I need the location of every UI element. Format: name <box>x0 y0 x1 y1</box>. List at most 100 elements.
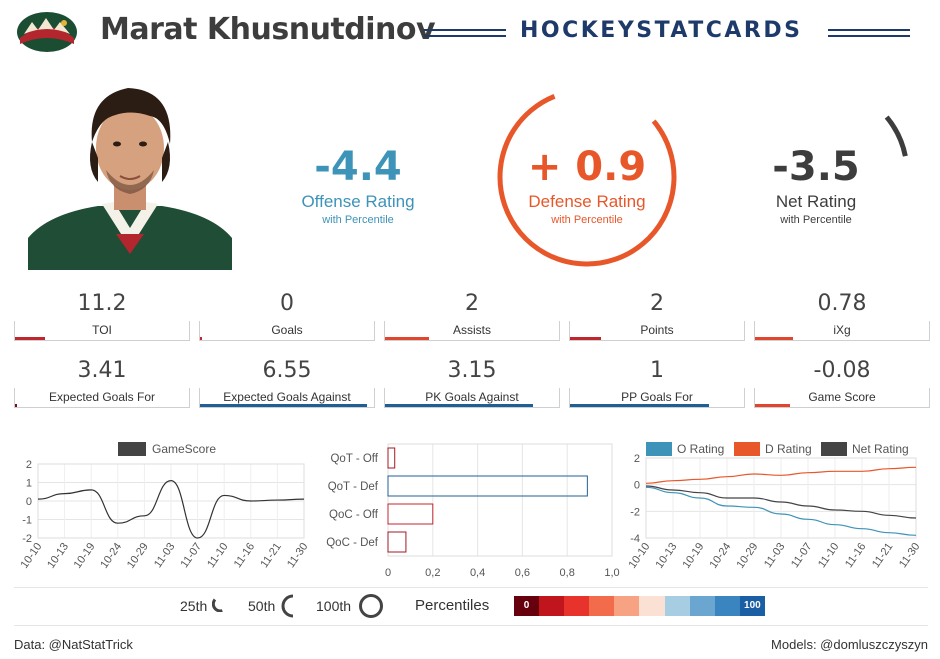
stat-card-ixg: 0.78 iXg <box>754 291 930 341</box>
y-tick-label: 0 <box>26 496 32 508</box>
bar <box>387 503 434 525</box>
ring-legend-50: 50th <box>248 598 276 614</box>
percentiles-title: Percentiles <box>415 597 490 614</box>
stat-label: Points <box>640 323 674 337</box>
legend-label: D Rating <box>765 442 812 456</box>
divider <box>14 587 928 588</box>
scale-swatch <box>664 596 690 616</box>
bar <box>387 475 588 497</box>
header-rule-right <box>828 35 910 37</box>
stat-label: Assists <box>452 323 491 337</box>
stat-label: Game Score <box>808 390 876 404</box>
stat-card-xgf: 3.41 Expected Goals For <box>14 358 190 408</box>
divider <box>14 625 928 626</box>
x-tick-label: 10-29 <box>734 541 760 571</box>
series-line <box>645 485 917 519</box>
x-tick-label: 11-10 <box>816 541 842 570</box>
net-rating-label: Net Rating <box>775 192 857 211</box>
x-tick-label: 11-21 <box>870 541 896 570</box>
y-tick-label: 1 <box>26 478 32 490</box>
defense-rating-label: Defense Rating <box>528 192 646 211</box>
stat-card-game-score: -0.08 Game Score <box>754 358 930 408</box>
net-rating-sub: with Percentile <box>780 214 852 226</box>
y-tick-label: QoT - Def <box>328 481 379 493</box>
stat-value: 11.2 <box>77 291 127 316</box>
defense-rating: + 0.9 Defense Rating with Percentile <box>499 144 675 226</box>
x-tick-label: 10-10 <box>626 541 652 571</box>
x-tick-label: 10-13 <box>45 541 71 571</box>
models-credit: Models: @domluszczyszyn <box>771 637 928 652</box>
stat-value: 0.78 <box>817 291 867 316</box>
defense-percentile-ring <box>497 87 677 267</box>
legend-swatch <box>821 442 847 456</box>
x-tick-label: 11-10 <box>205 541 231 570</box>
series-line <box>645 486 917 536</box>
stat-percentile-bar <box>200 337 202 340</box>
y-tick-label: 2 <box>26 459 32 471</box>
ring-25-icon <box>212 598 223 612</box>
stat-card-pp-gf: 1 PP Goals For <box>569 358 745 408</box>
stat-value: 0 <box>280 291 294 316</box>
ring-50-icon <box>281 594 294 618</box>
scale-swatch <box>614 596 640 616</box>
legend-label: O Rating <box>677 442 724 456</box>
x-tick-label: 10-24 <box>707 541 733 571</box>
stat-percentile-bar <box>15 404 17 407</box>
x-tick-label: 11-03 <box>762 541 788 570</box>
stat-card-xga: 6.55 Expected Goals Against <box>199 358 375 408</box>
legend-swatch <box>734 442 760 456</box>
stat-percentile-bar <box>755 404 790 407</box>
x-tick-label: 11-16 <box>843 541 869 570</box>
stat-value: 2 <box>465 291 479 316</box>
x-tick-label: 10-10 <box>18 541 44 571</box>
offense-rating-label: Offense Rating <box>301 192 415 211</box>
x-tick-label: 11-16 <box>232 541 258 570</box>
percentile-color-scale: 0 100 <box>514 596 765 616</box>
legend-label: GameScore <box>152 442 216 456</box>
offense-rating-value: -4.4 <box>314 144 402 190</box>
bar <box>387 447 396 469</box>
quality-of-teammates-chart: 0 0,2 0,4 0,6 0,8 1,0 QoT - Off QoT - Def QoC - … <box>326 443 620 579</box>
stat-percentile-bar <box>385 404 533 407</box>
header-rule-left <box>424 29 506 31</box>
y-tick-label: -2 <box>22 533 32 545</box>
data-credit: Data: @NatStatTrick <box>14 637 133 652</box>
stat-percentile-bar <box>570 404 709 407</box>
net-percentile-ring <box>730 83 910 263</box>
x-tick-label: 11-30 <box>897 541 923 570</box>
scale-swatch <box>589 596 615 616</box>
offense-rating: -4.4 Offense Rating with Percentile <box>270 144 446 226</box>
x-tick-label: 10-19 <box>72 541 98 571</box>
scale-swatch <box>564 596 590 616</box>
y-tick-label: QoC - Off <box>329 509 379 521</box>
stat-value: 2 <box>650 291 664 316</box>
x-tick-label: 10-19 <box>680 541 706 571</box>
y-tick-label: -4 <box>630 533 640 545</box>
stat-card-assists: 2 Assists <box>384 291 560 341</box>
y-tick-label: 0 <box>634 480 640 492</box>
stat-percentile-bar <box>755 337 793 340</box>
x-tick-label: 11-21 <box>258 541 284 570</box>
series-line <box>37 480 305 539</box>
scale-swatch: 0 <box>514 596 540 616</box>
scale-swatch: 100 <box>739 596 765 616</box>
x-tick-label: 11-03 <box>152 541 178 570</box>
x-tick-label: 1,0 <box>604 567 619 579</box>
legend-swatch <box>646 442 672 456</box>
scale-swatch <box>639 596 665 616</box>
scale-swatch <box>689 596 715 616</box>
offense-rating-sub: with Percentile <box>322 214 394 226</box>
plot-frame <box>645 457 917 539</box>
plot-frame <box>37 463 305 539</box>
x-tick-label: 11-30 <box>285 541 311 570</box>
stat-label: TOI <box>92 323 112 337</box>
header-rule-left <box>424 35 506 37</box>
series-line <box>645 466 917 484</box>
stat-label: Expected Goals Against <box>223 390 351 404</box>
y-tick-label: 2 <box>634 453 640 465</box>
x-tick-label: 0,8 <box>560 567 575 579</box>
x-tick-label: 0 <box>385 567 391 579</box>
stat-value: 1 <box>650 358 664 383</box>
stat-value: 3.15 <box>447 358 497 383</box>
